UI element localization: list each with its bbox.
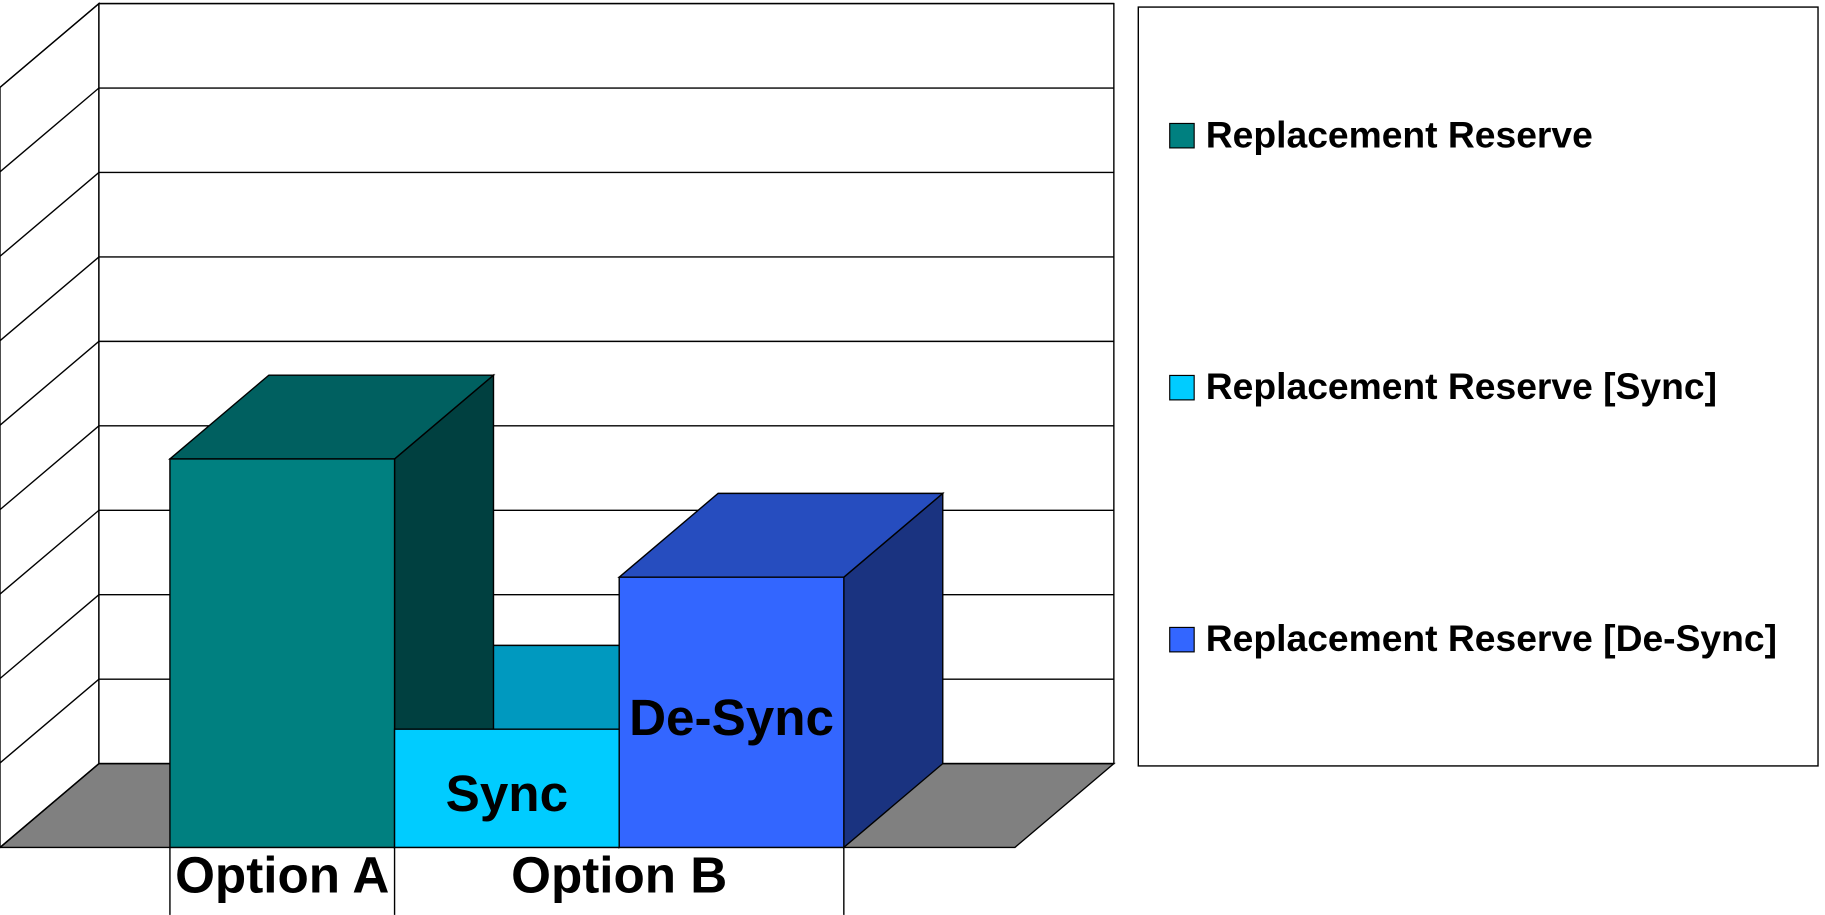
bar	[618, 576, 845, 849]
grid-line	[0, 340, 1114, 426]
legend-swatch	[1169, 374, 1195, 401]
legend-label: Replacement Reserve [Sync]	[1206, 365, 1717, 407]
x-tick-label: Option B	[511, 846, 727, 903]
grid-line	[0, 256, 1114, 342]
legend-label: Replacement Reserve	[1206, 113, 1593, 155]
legend-label: Replacement Reserve [De-Sync]	[1206, 617, 1777, 659]
grid-line	[0, 87, 1114, 173]
grid-line	[0, 2, 1114, 88]
legend-swatch	[1169, 122, 1195, 149]
legend-swatch	[1169, 626, 1195, 653]
grid-line	[0, 171, 1114, 257]
legend-box	[1137, 6, 1819, 767]
grid-line	[0, 425, 1114, 511]
bar-label: De-Sync	[629, 689, 834, 746]
legend: Replacement Reserve Replacement Reserve […	[1169, 113, 1777, 659]
plot-area: Sync De-Sync Option A Option B	[0, 2, 1116, 915]
bar-label: Sync	[446, 765, 568, 822]
x-tick-label: Option A	[175, 846, 389, 903]
bar	[169, 458, 396, 849]
